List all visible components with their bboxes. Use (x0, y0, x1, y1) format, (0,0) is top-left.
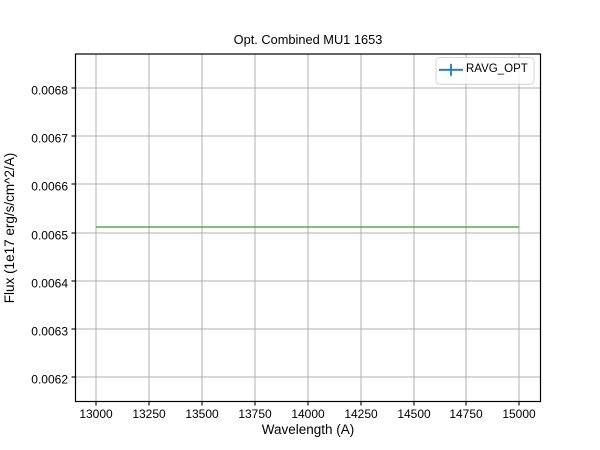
svg-text:14750: 14750 (449, 407, 483, 421)
svg-text:RAVG_OPT: RAVG_OPT (466, 63, 528, 75)
svg-text:13750: 13750 (238, 407, 272, 421)
svg-text:14000: 14000 (291, 407, 325, 421)
svg-text:0.0068: 0.0068 (31, 84, 68, 98)
svg-text:Opt. Combined MU1 1653: Opt. Combined MU1 1653 (234, 32, 383, 47)
svg-text:14500: 14500 (397, 407, 431, 421)
svg-text:Wavelength (A): Wavelength (A) (262, 422, 355, 437)
svg-text:0.0067: 0.0067 (31, 132, 68, 146)
svg-text:14250: 14250 (344, 407, 378, 421)
svg-text:0.0062: 0.0062 (31, 373, 68, 387)
svg-text:0.0064: 0.0064 (31, 277, 68, 291)
svg-text:0.0065: 0.0065 (31, 229, 68, 243)
svg-text:0.0063: 0.0063 (31, 325, 68, 339)
svg-text:Flux (1e17 erg/s/cm^2/A): Flux (1e17 erg/s/cm^2/A) (2, 153, 17, 303)
svg-text:13250: 13250 (132, 407, 166, 421)
svg-text:13500: 13500 (185, 407, 219, 421)
svg-text:13000: 13000 (79, 407, 113, 421)
svg-text:0.0066: 0.0066 (31, 180, 68, 194)
svg-text:15000: 15000 (502, 407, 536, 421)
